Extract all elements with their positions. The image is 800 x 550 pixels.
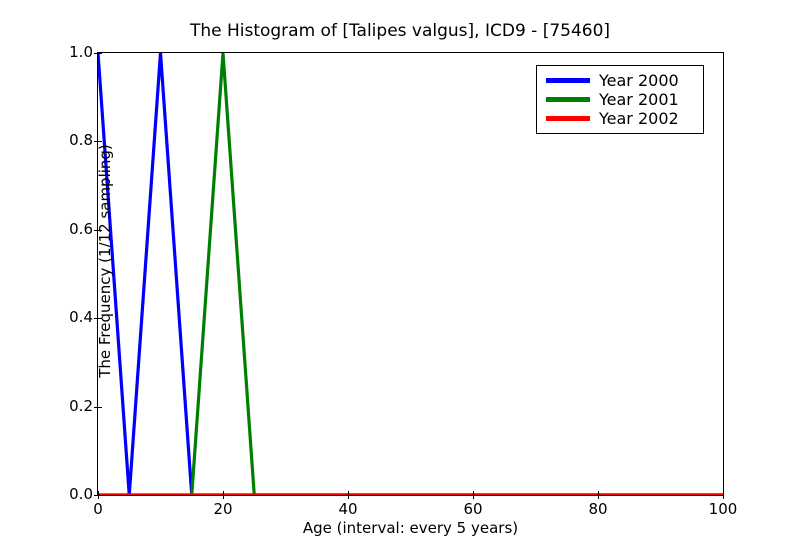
y-tick-mark-inner	[98, 229, 102, 231]
y-tick-mark	[94, 495, 98, 496]
y-tick-mark	[94, 53, 98, 54]
y-tick-label: 0.8	[69, 131, 93, 150]
x-tick-label: 100	[708, 500, 738, 518]
x-tick-mark	[223, 495, 224, 499]
y-tick-label: 0.0	[69, 485, 93, 503]
x-tick-mark-inner	[348, 491, 349, 495]
y-tick-mark	[94, 318, 98, 320]
chart-title: The Histogram of [Talipes valgus], ICD9 …	[189, 21, 611, 41]
legend-label: Year 2001	[599, 89, 679, 109]
x-tick-mark-inner	[723, 491, 724, 495]
x-tick-mark-inner	[473, 491, 474, 495]
y-tick-mark-inner	[98, 141, 102, 143]
y-tick-label: 0.2	[69, 396, 93, 415]
y-tick-mark-inner	[98, 495, 102, 496]
x-tick-mark	[723, 495, 724, 499]
x-axis-label: Age (interval: every 5 years)	[302, 519, 519, 537]
legend-item[interactable]: Year 2002	[537, 109, 703, 128]
x-tick-label: 20	[213, 500, 233, 518]
x-tick-mark-inner	[98, 491, 99, 495]
plot-lines	[98, 53, 723, 495]
x-tick-mark-inner	[223, 491, 224, 495]
y-tick-mark	[94, 406, 98, 408]
legend-item[interactable]: Year 2001	[537, 90, 703, 109]
x-tick-mark	[473, 495, 474, 499]
legend-box: Year 2000 Year 2001 Year 2002	[536, 65, 704, 134]
y-tick-label: 0.4	[69, 308, 93, 327]
y-tick-mark-inner	[98, 406, 102, 408]
y-tick-mark-inner	[98, 318, 102, 320]
x-tick-mark	[348, 495, 349, 499]
legend-color-swatch	[546, 116, 590, 121]
y-tick-mark	[94, 141, 98, 143]
x-tick-label: 0	[93, 500, 103, 518]
y-tick-label: 1.0	[69, 43, 93, 61]
series-line	[98, 53, 723, 495]
x-tick-label: 60	[463, 500, 483, 518]
legend-label: Year 2000	[599, 70, 679, 90]
x-tick-mark	[598, 495, 599, 499]
x-tick-mark	[98, 495, 99, 499]
legend-color-swatch	[546, 97, 590, 102]
y-tick-mark	[94, 229, 98, 231]
legend-color-swatch	[546, 78, 590, 83]
legend-label: Year 2002	[599, 108, 679, 128]
y-axis-label: The Frequency (1/12 sampling)	[96, 144, 114, 378]
y-tick-mark-inner	[98, 53, 102, 54]
legend-item[interactable]: Year 2000	[537, 71, 703, 90]
y-tick-label: 0.6	[69, 219, 93, 238]
x-tick-label: 40	[338, 500, 358, 518]
x-tick-mark-inner	[598, 491, 599, 495]
x-tick-label: 80	[588, 500, 608, 518]
